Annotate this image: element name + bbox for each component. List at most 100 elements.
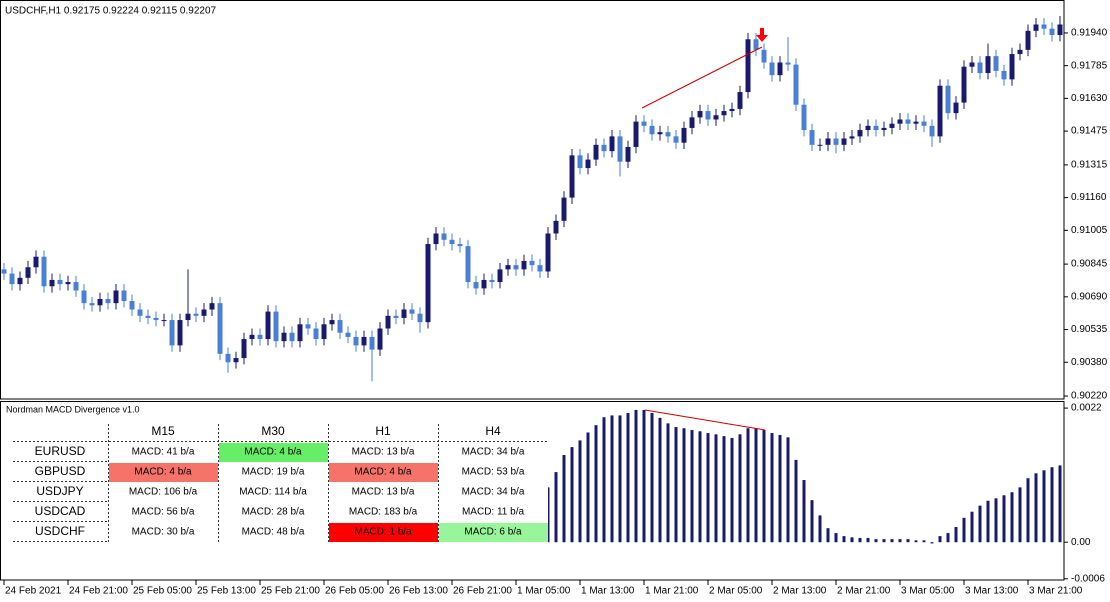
y-tick-label: 0.90845 <box>1071 259 1108 270</box>
macd-bar <box>842 536 846 543</box>
cell-highlight <box>219 443 328 462</box>
candle-body <box>657 132 663 135</box>
candle-body <box>633 121 639 147</box>
x-tick-label: 3 Mar 05:00 <box>901 586 955 597</box>
x-tick-label: 2 Mar 05:00 <box>709 586 763 597</box>
y-tick-label: -0.0006 <box>1071 573 1105 584</box>
cell-value: MACD: 13 b/a <box>352 487 415 498</box>
macd-bar <box>1050 467 1054 543</box>
candle-body <box>569 155 575 198</box>
cell-value: MACD: 106 b/a <box>129 487 198 498</box>
candle-body <box>937 85 943 137</box>
candle-body <box>49 279 55 287</box>
y-tick-label: 0.91005 <box>1071 225 1108 236</box>
macd-bar <box>970 511 974 543</box>
candle-body <box>265 311 271 340</box>
candle-body <box>329 320 335 325</box>
cell-value: MACD: 56 b/a <box>132 507 195 518</box>
macd-bar <box>994 498 998 543</box>
candle-body <box>825 138 831 145</box>
candle-body <box>713 115 719 120</box>
candle-body <box>961 66 967 103</box>
cell-highlight <box>439 523 548 542</box>
candle-body <box>857 130 863 137</box>
candle-body <box>913 121 919 124</box>
divergence-line <box>644 409 766 431</box>
candle-body <box>73 282 79 291</box>
cell-highlight <box>329 523 438 542</box>
candle-body <box>9 273 15 285</box>
candle-body <box>465 246 471 283</box>
candle-body <box>681 127 687 143</box>
candle-body <box>401 309 407 318</box>
y-tick-label: 0.90535 <box>1071 324 1108 335</box>
macd-bar <box>826 528 830 543</box>
macd-bar <box>738 434 742 543</box>
candle-body <box>393 315 399 318</box>
y-tick-label: 0.91630 <box>1071 93 1108 104</box>
macd-bar <box>610 415 614 543</box>
x-tick-label: 3 Mar 13:00 <box>965 586 1019 597</box>
indicator-panel <box>0 401 1065 581</box>
candle-body <box>425 244 431 323</box>
candle-body <box>305 324 311 329</box>
candle-body <box>121 290 127 302</box>
candle-body <box>281 332 287 342</box>
candle-body <box>241 339 247 359</box>
macd-bar <box>914 540 918 543</box>
candle-body <box>593 144 599 160</box>
candle-body <box>105 298 111 304</box>
macd-bar <box>818 515 822 543</box>
macd-bar <box>930 542 934 544</box>
candle-body <box>649 125 655 135</box>
x-tick-label: 1 Mar 13:00 <box>581 586 635 597</box>
row-label: GBPUSD <box>35 464 86 478</box>
macd-bar <box>850 537 854 543</box>
macd-bar <box>1026 478 1030 543</box>
macd-bar <box>706 433 710 543</box>
candle-body <box>553 220 559 234</box>
x-tick-label: 25 Feb 05:00 <box>133 586 192 597</box>
x-tick-label: 2 Mar 13:00 <box>773 586 827 597</box>
macd-bar <box>626 412 630 543</box>
candle-body <box>545 233 551 272</box>
candle-body <box>169 320 175 346</box>
column-header: H1 <box>375 424 391 438</box>
y-tick-label: 0.91475 <box>1071 126 1108 137</box>
y-tick-label: 0.91940 <box>1071 28 1108 39</box>
candle-body <box>969 62 975 67</box>
macd-bar <box>794 459 798 543</box>
cell-value: MACD: 4 b/a <box>354 467 412 478</box>
candle-body <box>641 121 647 126</box>
candle-body <box>841 138 847 145</box>
cell-value: MACD: 13 b/a <box>352 447 415 458</box>
y-tick-label: 0.91785 <box>1071 60 1108 71</box>
x-tick-label: 24 Feb 2021 <box>5 586 62 597</box>
macd-bar <box>666 423 670 543</box>
candle-body <box>1025 30 1031 50</box>
candle-body <box>193 313 199 316</box>
y-tick-label: 0.91315 <box>1071 160 1108 171</box>
cell-value: MACD: 28 b/a <box>242 507 305 518</box>
column-header: H4 <box>485 424 501 438</box>
candle-body <box>249 334 255 340</box>
macd-bar <box>714 434 718 543</box>
candle-body <box>977 62 983 74</box>
macd-bar <box>786 437 790 543</box>
candle-body <box>57 279 63 285</box>
macd-bar <box>874 539 878 543</box>
macd-bar <box>594 425 598 543</box>
macd-bar <box>778 434 782 543</box>
candle-body <box>209 303 215 310</box>
x-tick-label: 25 Feb 13:00 <box>197 586 256 597</box>
column-header: M15 <box>151 424 175 438</box>
candle-body <box>601 144 607 152</box>
candle-body <box>89 303 95 306</box>
candle-body <box>737 92 743 109</box>
candle-body <box>489 279 495 283</box>
candle-body <box>665 132 671 137</box>
candle-body <box>25 267 31 278</box>
candle-body <box>873 125 879 131</box>
candle-body <box>65 282 71 285</box>
